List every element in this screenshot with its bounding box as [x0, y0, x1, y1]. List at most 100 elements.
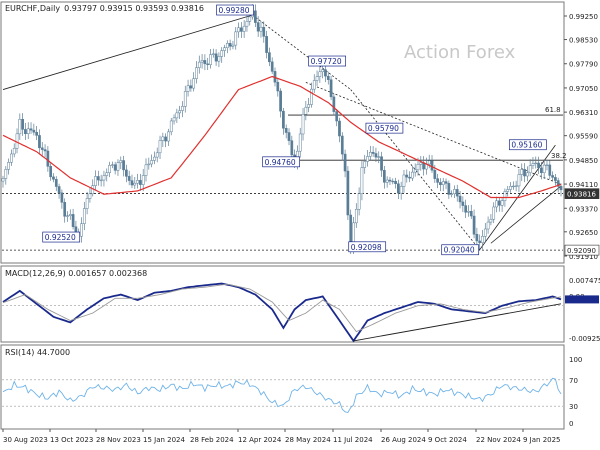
ema-layer [2, 75, 562, 199]
candle-body [483, 228, 487, 237]
candle-body [259, 26, 263, 32]
candle-body [26, 128, 30, 134]
candle-body [256, 22, 260, 32]
candle-body [279, 90, 282, 112]
candle-body [467, 211, 470, 213]
candle-body [15, 133, 19, 149]
price-annotation-label: 0.92520 [45, 233, 76, 242]
macd-panel-frame [0, 265, 565, 343]
candle-body [113, 164, 117, 171]
candle-body [206, 63, 210, 65]
candle-body [150, 160, 153, 165]
candle-body [481, 236, 484, 243]
candle-body [444, 181, 448, 184]
candle-body [1, 178, 5, 182]
x-tick-label: 28 May 2024 [285, 436, 331, 444]
candle-body [335, 111, 339, 122]
candle-body [178, 110, 182, 114]
rsi-axis: 100 70 30 0 [569, 356, 582, 428]
candle-body [153, 156, 156, 161]
candle-body [475, 233, 479, 242]
candle-body [223, 47, 226, 51]
candle-body [52, 176, 55, 180]
chart-title: EURCHF,Daily 0.93797 0.93915 0.93593 0.93… [5, 4, 204, 13]
candle-body [411, 171, 414, 179]
macd-panel: MACD(12,26,9) 0.001657 0.002368 0.007475… [0, 265, 600, 343]
candle-body [29, 128, 33, 131]
candle-body [439, 182, 442, 185]
candle-body [167, 131, 170, 142]
candle-body [116, 162, 120, 171]
candle-body [514, 185, 518, 187]
candle-body [209, 54, 212, 65]
candle-body [237, 27, 240, 33]
candle-body [172, 117, 176, 122]
candle-body [315, 76, 319, 81]
candle-body [144, 164, 148, 176]
candle-body [105, 172, 109, 176]
candle-body [228, 43, 232, 47]
candle-body [141, 175, 145, 185]
rsi-title: RSI(14) 44.7000 [5, 348, 70, 357]
price-annotation-label: 0.99280 [219, 6, 250, 15]
candle-body [139, 180, 142, 185]
candle-body [338, 120, 341, 137]
candle-body [161, 136, 165, 141]
candle-body [506, 189, 510, 192]
candle-body [169, 120, 173, 133]
candle-body [164, 136, 167, 142]
candle-body [307, 104, 310, 108]
candle-body [503, 191, 507, 201]
candle-body [147, 163, 151, 166]
price-annotation-box [365, 122, 404, 134]
price-tick-label: 0.93370 [569, 205, 598, 213]
candle-body [436, 178, 439, 183]
candle-body [130, 180, 134, 186]
rsi-panel: RSI(14) 44.7000 100 70 30 0 [0, 344, 582, 430]
candle-body [500, 200, 504, 206]
candle-body [231, 44, 235, 47]
price-tick-label: 0.98530 [569, 37, 598, 45]
price-axis: 0.99250 0.98530 0.97790 0.97050 0.96310 0.955… [564, 13, 600, 261]
candle-body [534, 162, 538, 165]
candle-body [486, 221, 490, 230]
rsi-axis-label: 30 [569, 403, 578, 411]
candle-body [181, 106, 184, 111]
candle-body [214, 53, 218, 62]
candle-body [127, 176, 131, 181]
candle-body [54, 179, 58, 187]
candle-body [360, 167, 364, 194]
candle-body [94, 176, 97, 186]
price-tick-label: 0.91910 [569, 253, 598, 261]
candle-body [397, 183, 400, 194]
price-annotation-label: 0.94760 [265, 158, 296, 167]
candle-body [399, 186, 403, 194]
candle-body [270, 61, 274, 72]
candle-body [455, 189, 459, 197]
candle-body [363, 161, 367, 168]
price-annotation-box [262, 156, 300, 168]
price-annotation-box [308, 55, 347, 67]
candle-body [60, 192, 64, 203]
x-tick-label: 12 Apr 2024 [238, 436, 282, 444]
candle-body [559, 186, 563, 191]
candle-body [18, 119, 22, 135]
price-annotation-box [348, 241, 387, 253]
x-tick-label: 30 Aug 2023 [3, 436, 48, 444]
candle-body [192, 78, 196, 89]
candle-body [262, 26, 266, 37]
candle-body [453, 189, 456, 195]
macd-trendline [353, 303, 562, 342]
price-annotation-box [42, 231, 81, 243]
signal-line [2, 283, 562, 333]
macd-line [2, 282, 562, 343]
x-tick-label: 28 Nov 2023 [96, 436, 141, 444]
candle-body [394, 180, 397, 184]
x-tick-label: 13 Oct 2023 [50, 436, 93, 444]
candle-body [368, 151, 372, 157]
symbol-label: EURCHF,Daily [5, 4, 60, 13]
candle-body [122, 160, 125, 171]
candle-body [419, 162, 423, 165]
candle-body [304, 107, 308, 115]
